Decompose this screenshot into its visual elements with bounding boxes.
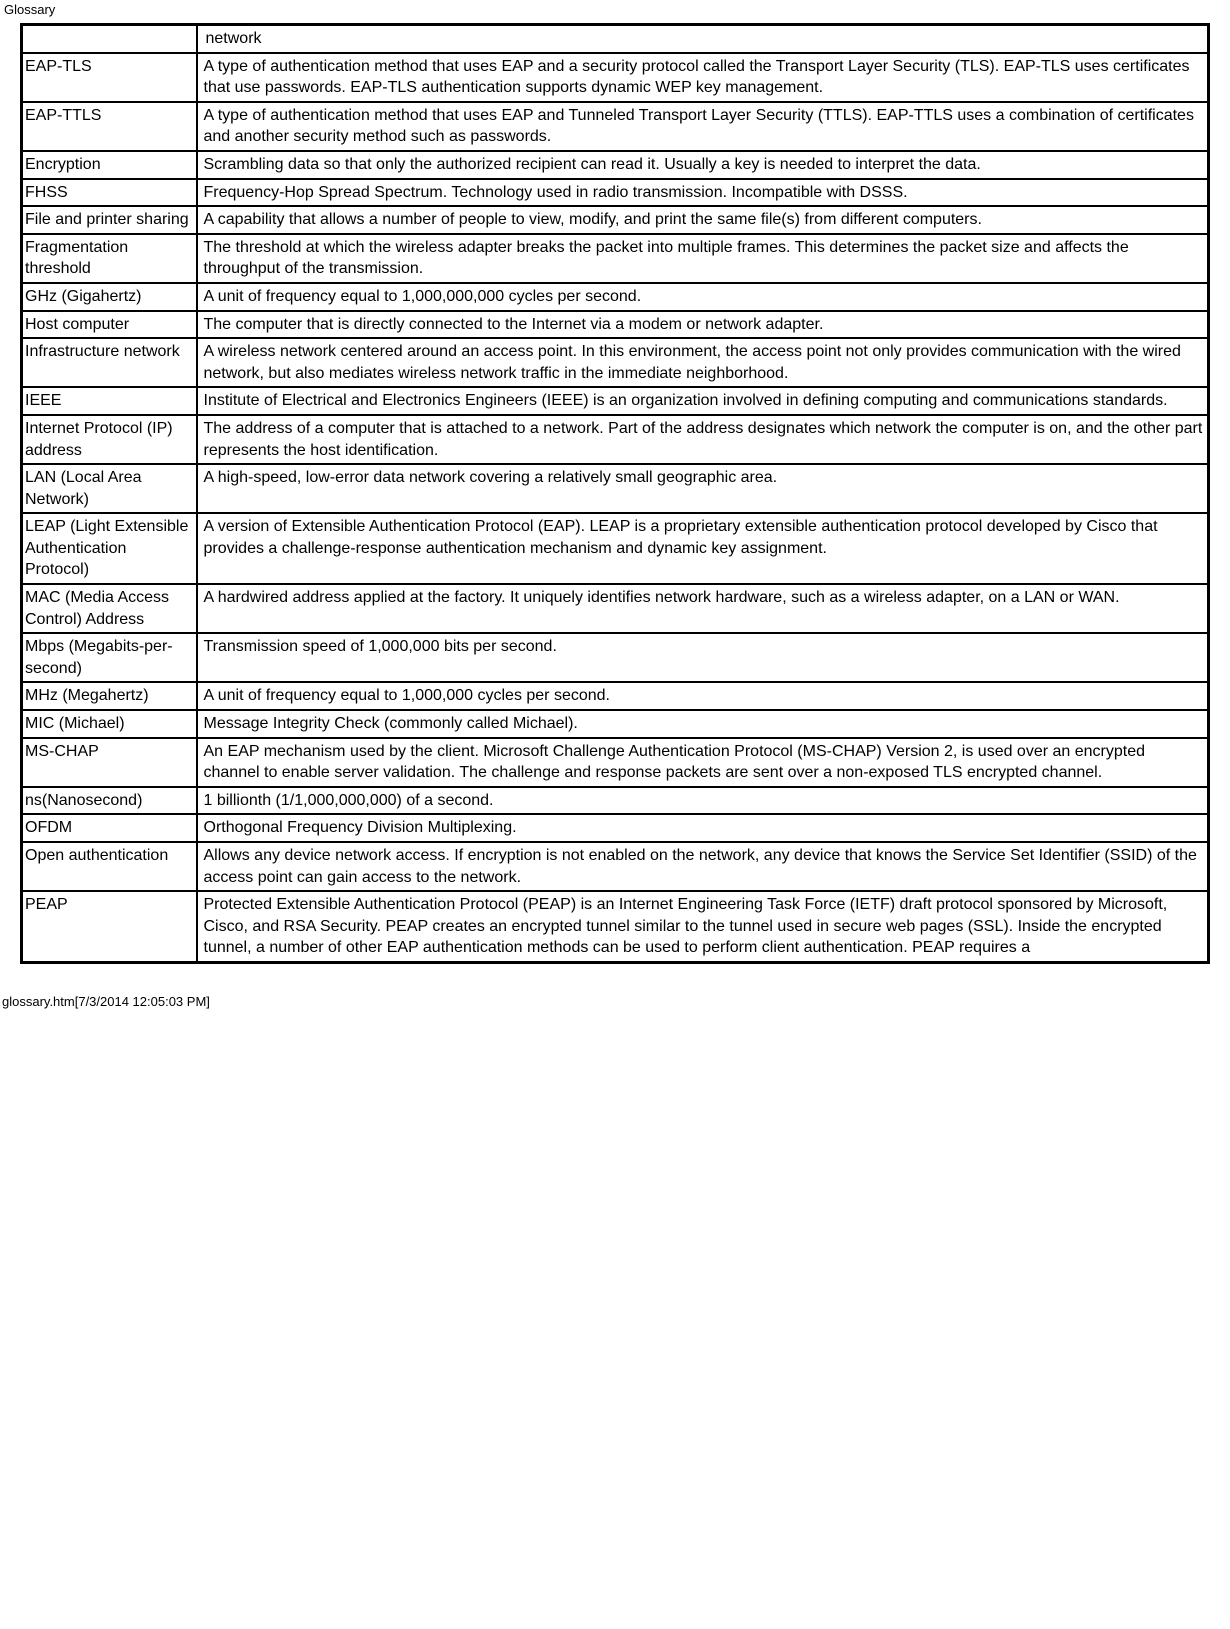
table-row: OFDMOrthogonal Frequency Division Multip… (22, 814, 1209, 842)
definition-cell: Frequency-Hop Spread Spectrum. Technolog… (197, 179, 1209, 207)
definition-cell: Transmission speed of 1,000,000 bits per… (197, 633, 1209, 682)
definition-cell: Protected Extensible Authentication Prot… (197, 891, 1209, 962)
table-row: MHz (Megahertz)A unit of frequency equal… (22, 682, 1209, 710)
definition-cell: A type of authentication method that use… (197, 102, 1209, 151)
footer-text: glossary.htm[7/3/2014 12:05:03 PM] (0, 964, 1230, 1017)
table-row: LAN (Local Area Network)A high-speed, lo… (22, 464, 1209, 513)
glossary-tbody: networkEAP-TLSA type of authentication m… (22, 25, 1209, 963)
table-row: IEEEInstitute of Electrical and Electron… (22, 387, 1209, 415)
table-row: File and printer sharingA capability tha… (22, 206, 1209, 234)
term-cell: OFDM (22, 814, 197, 842)
term-cell: IEEE (22, 387, 197, 415)
table-row: MS-CHAPAn EAP mechanism used by the clie… (22, 738, 1209, 787)
table-row: EAP-TTLSA type of authentication method … (22, 102, 1209, 151)
term-cell: ns(Nanosecond) (22, 787, 197, 815)
term-cell: MHz (Megahertz) (22, 682, 197, 710)
term-cell: EAP-TLS (22, 53, 197, 102)
definition-cell: network (197, 25, 1209, 53)
term-cell: MAC (Media Access Control) Address (22, 584, 197, 633)
term-cell: FHSS (22, 179, 197, 207)
definition-cell: A wireless network centered around an ac… (197, 338, 1209, 387)
term-cell: PEAP (22, 891, 197, 962)
table-row: LEAP (Light Extensible Authentication Pr… (22, 513, 1209, 584)
table-row: PEAPProtected Extensible Authentication … (22, 891, 1209, 962)
table-row: EAP-TLSA type of authentication method t… (22, 53, 1209, 102)
table-row: ns(Nanosecond)1 billionth (1/1,000,000,0… (22, 787, 1209, 815)
glossary-table: networkEAP-TLSA type of authentication m… (20, 23, 1210, 964)
definition-cell: An EAP mechanism used by the client. Mic… (197, 738, 1209, 787)
term-cell: MS-CHAP (22, 738, 197, 787)
table-row: Open authenticationAllows any device net… (22, 842, 1209, 891)
term-cell: EAP-TTLS (22, 102, 197, 151)
definition-cell: A hardwired address applied at the facto… (197, 584, 1209, 633)
definition-cell: The computer that is directly connected … (197, 311, 1209, 339)
table-row: Infrastructure networkA wireless network… (22, 338, 1209, 387)
term-cell: LAN (Local Area Network) (22, 464, 197, 513)
definition-cell: A unit of frequency equal to 1,000,000 c… (197, 682, 1209, 710)
term-cell: File and printer sharing (22, 206, 197, 234)
table-row: Mbps (Megabits-per-second)Transmission s… (22, 633, 1209, 682)
table-row: MAC (Media Access Control) AddressA hard… (22, 584, 1209, 633)
term-cell: MIC (Michael) (22, 710, 197, 738)
term-cell: Host computer (22, 311, 197, 339)
definition-cell: A capability that allows a number of peo… (197, 206, 1209, 234)
definition-cell: A unit of frequency equal to 1,000,000,0… (197, 283, 1209, 311)
definition-cell: A high-speed, low-error data network cov… (197, 464, 1209, 513)
table-row: EncryptionScrambling data so that only t… (22, 151, 1209, 179)
term-cell: Open authentication (22, 842, 197, 891)
definition-cell: Scrambling data so that only the authori… (197, 151, 1209, 179)
term-cell: Encryption (22, 151, 197, 179)
definition-cell: Message Integrity Check (commonly called… (197, 710, 1209, 738)
definition-cell: A type of authentication method that use… (197, 53, 1209, 102)
definition-cell: The address of a computer that is attach… (197, 415, 1209, 464)
term-cell: GHz (Gigahertz) (22, 283, 197, 311)
definition-cell: The threshold at which the wireless adap… (197, 234, 1209, 283)
term-cell: Internet Protocol (IP) address (22, 415, 197, 464)
term-cell: Infrastructure network (22, 338, 197, 387)
table-row: FHSSFrequency-Hop Spread Spectrum. Techn… (22, 179, 1209, 207)
term-cell: Mbps (Megabits-per-second) (22, 633, 197, 682)
definition-cell: A version of Extensible Authentication P… (197, 513, 1209, 584)
definition-cell: Orthogonal Frequency Division Multiplexi… (197, 814, 1209, 842)
table-row: GHz (Gigahertz)A unit of frequency equal… (22, 283, 1209, 311)
term-cell (22, 25, 197, 53)
table-row: network (22, 25, 1209, 53)
table-row: Fragmentation thresholdThe threshold at … (22, 234, 1209, 283)
table-row: Host computerThe computer that is direct… (22, 311, 1209, 339)
term-cell: Fragmentation threshold (22, 234, 197, 283)
definition-cell: 1 billionth (1/1,000,000,000) of a secon… (197, 787, 1209, 815)
table-row: Internet Protocol (IP) addressThe addres… (22, 415, 1209, 464)
term-cell: LEAP (Light Extensible Authentication Pr… (22, 513, 197, 584)
page-title: Glossary (0, 0, 1230, 19)
table-row: MIC (Michael)Message Integrity Check (co… (22, 710, 1209, 738)
definition-cell: Allows any device network access. If enc… (197, 842, 1209, 891)
definition-cell: Institute of Electrical and Electronics … (197, 387, 1209, 415)
